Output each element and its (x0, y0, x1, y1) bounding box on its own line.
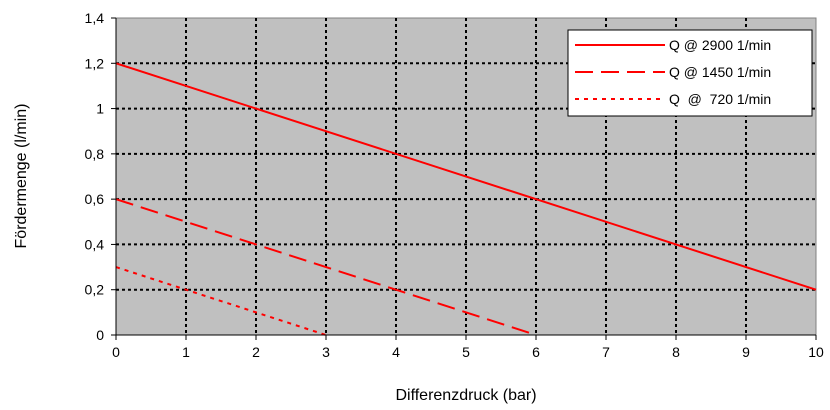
legend-label-2: Q @ 1450 1/min (669, 64, 771, 80)
legend-label-1: Q @ 2900 1/min (669, 37, 771, 53)
y-tick-label: 0,2 (85, 282, 105, 298)
x-tick-label: 2 (252, 344, 260, 360)
y-tick-label: 0 (96, 327, 104, 343)
series-group (115, 62, 817, 336)
y-tick-label: 1,4 (85, 10, 105, 26)
x-tick-label: 1 (182, 344, 190, 360)
y-axis-title: Fördermenge (l/min) (13, 104, 30, 249)
x-tick-label: 0 (112, 344, 120, 360)
x-tick-label: 4 (392, 344, 400, 360)
y-tick-label: 0,6 (85, 191, 105, 207)
x-tick-label: 7 (602, 344, 610, 360)
series-line-1 (115, 62, 817, 291)
x-tick-label: 5 (462, 344, 470, 360)
y-tick-label: 0,4 (85, 236, 105, 252)
x-tick-label: 10 (808, 344, 824, 360)
legend: Q @ 2900 1/min Q @ 1450 1/min Q @ 720 1/mi… (567, 29, 813, 117)
y-tick-label: 1 (96, 101, 104, 117)
x-tick-labels: 0 1 2 3 4 5 6 7 8 9 10 (112, 344, 824, 360)
series-line-2 (115, 198, 537, 336)
x-tick-label: 6 (532, 344, 540, 360)
x-tick-label: 9 (742, 344, 750, 360)
axes (111, 17, 817, 340)
x-axis-title: Differenzdruck (bar) (395, 387, 536, 404)
y-tick-label: 0,8 (85, 146, 105, 162)
x-tick-label: 8 (672, 344, 680, 360)
y-tick-labels: 0 0,2 0,4 0,6 0,8 1 1,2 1,4 (85, 10, 105, 343)
y-tick-label: 1,2 (85, 55, 105, 71)
grid (116, 18, 816, 335)
series-line-3 (115, 266, 327, 336)
legend-label-3: Q @ 720 1/min (669, 91, 771, 107)
x-tick-label: 3 (322, 344, 330, 360)
